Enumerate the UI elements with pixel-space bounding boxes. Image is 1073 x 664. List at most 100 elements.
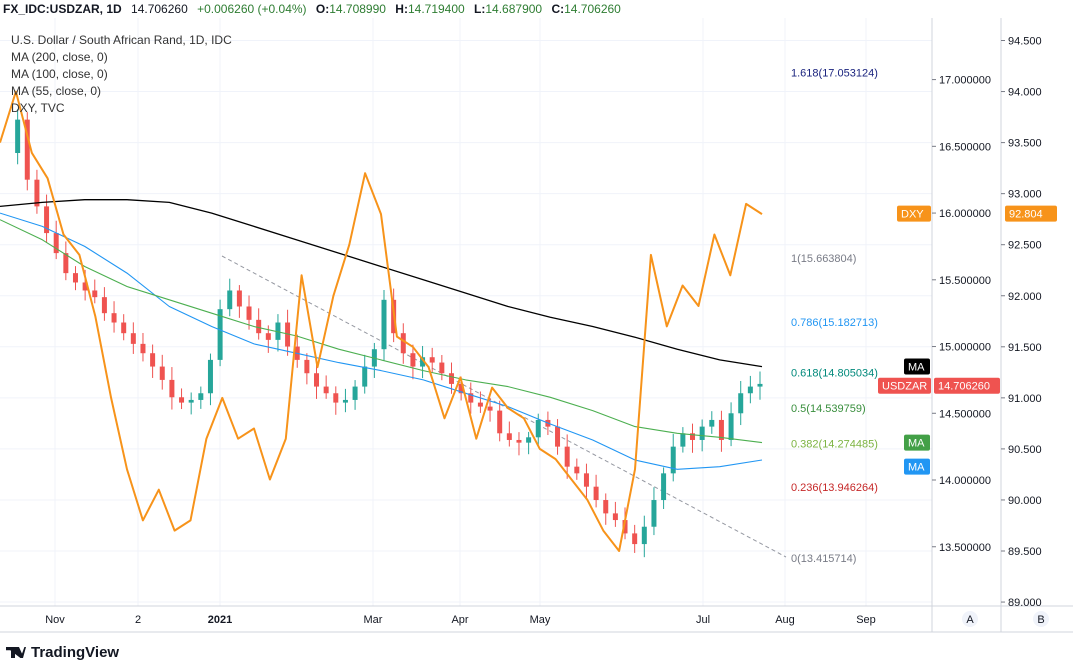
candle-body <box>111 313 117 323</box>
candle-body <box>15 119 21 154</box>
candle-body <box>661 473 667 501</box>
legend-ma100[interactable]: MA (100, close, 0) <box>11 67 108 81</box>
candle-body <box>535 419 541 438</box>
candle-body <box>275 322 281 340</box>
y-right-tick-label: 93.000 <box>1008 189 1042 201</box>
ma55-line <box>0 219 763 444</box>
x-tick-label: Mar <box>364 614 383 626</box>
high-label: H: <box>395 2 408 16</box>
candle-body <box>236 290 242 307</box>
candle-body <box>265 333 271 340</box>
candle-body <box>169 379 175 398</box>
candle-body <box>63 253 69 274</box>
candle-body <box>256 319 262 334</box>
price-axes: 17.000000 16.500000 16.000000 15.500000 15.0… <box>0 18 1073 640</box>
legend-dxy[interactable]: DXY, TVC <box>11 101 65 115</box>
fibonacci-labels: 1.618(17.053124) 1(15.663804) 0.786(15.182… <box>791 68 878 566</box>
candle-body <box>728 413 734 440</box>
candle-body <box>747 386 753 394</box>
y-right-tick-label: 92.000 <box>1008 291 1042 303</box>
fib-level-label: 0(13.415714) <box>791 553 856 565</box>
usdzar-value-tag: 14.706260 <box>938 381 990 393</box>
x-tick-label: Sep <box>856 614 876 626</box>
candle-body <box>400 333 406 354</box>
x-tick-label: 2021 <box>208 614 232 626</box>
candle-body <box>44 206 50 234</box>
fib-level-label: 0.786(15.182713) <box>791 317 878 329</box>
y-right-tick-label: 89.000 <box>1008 597 1042 609</box>
tradingview-icon <box>6 647 26 658</box>
y-left-tick-label: 15.000000 <box>939 342 991 354</box>
candle-body <box>477 402 483 407</box>
ma200-line <box>0 199 763 368</box>
candle-body <box>159 366 165 380</box>
y-right-tick-label: 89.500 <box>1008 546 1042 558</box>
candle-body <box>448 373 454 384</box>
candle-body <box>314 373 320 387</box>
low-value: 14.687900 <box>485 2 543 16</box>
legend-ma200[interactable]: MA (200, close, 0) <box>11 50 108 64</box>
y-left-tick-label: 15.500000 <box>939 275 991 287</box>
candle-body <box>24 119 30 180</box>
fib-level-label: 0.618(14.805034) <box>791 368 878 380</box>
candle-body <box>150 353 156 367</box>
candle-body <box>603 500 609 514</box>
y-left-tick-label: 14.500000 <box>939 408 991 420</box>
y-right-tick-label: 93.500 <box>1008 138 1042 150</box>
close-value: 14.706260 <box>564 2 621 16</box>
usdzar-tag: USDZAR <box>882 381 927 393</box>
candle-body <box>217 309 223 360</box>
candle-body <box>555 426 561 447</box>
chart-legend: U.S. Dollar / South African Rand, 1D, ID… <box>11 32 232 117</box>
candle-body <box>82 282 88 291</box>
fib-level-label: 0.382(14.274485) <box>791 438 878 450</box>
candle-body <box>439 362 445 374</box>
usdzar-candles <box>15 109 763 558</box>
candle-body <box>593 486 599 501</box>
candle-body <box>362 366 368 387</box>
symbol-header: FX_IDC:USDZAR, 1D 14.706260 +0.006260 (+… <box>0 0 1073 18</box>
candle-body <box>651 500 657 527</box>
candle-body <box>612 513 618 521</box>
candle-body <box>188 399 194 403</box>
y-right-tick-label: 94.000 <box>1008 87 1042 99</box>
ma100-tag: MA <box>908 462 925 474</box>
candle-body <box>342 399 348 403</box>
candle-body <box>622 520 628 534</box>
candle-body <box>468 393 474 403</box>
ma200-tag: MA <box>908 362 925 374</box>
brand-name: TradingView <box>31 644 120 661</box>
price-change: +0.006260 (+0.04%) <box>197 2 307 16</box>
ma100-tag-bg <box>904 458 930 475</box>
dxy-tag-bg <box>897 205 931 222</box>
candle-body <box>130 333 136 344</box>
candle-body <box>690 433 696 440</box>
y-left-tick-label: 17.000000 <box>939 75 991 87</box>
fib-level-label: 0.5(14.539759) <box>791 403 866 415</box>
candle-body <box>207 359 213 394</box>
candle-body <box>53 233 59 254</box>
trend-line <box>221 255 787 558</box>
candle-body <box>641 526 647 545</box>
candle-body <box>72 273 78 283</box>
x-tick-label: 2 <box>135 614 141 626</box>
close-label: C: <box>551 2 565 16</box>
scale-b-button-bg <box>1033 611 1049 627</box>
symbol-name[interactable]: FX_IDC:USDZAR, 1D <box>3 2 122 16</box>
legend-ma55[interactable]: MA (55, close, 0) <box>11 84 102 98</box>
legend-title: U.S. Dollar / South African Rand, 1D, ID… <box>11 33 232 47</box>
dashed-trend-line <box>221 255 787 558</box>
candle-body <box>516 439 522 443</box>
y-right-tick-label: 94.500 <box>1008 36 1042 48</box>
tradingview-logo[interactable]: TradingView <box>6 644 119 661</box>
candle-body <box>574 466 580 474</box>
x-tick-label: Jul <box>696 614 710 626</box>
price-chart[interactable]: 1.618(17.053124) 1(15.663804) 0.786(15.182… <box>0 18 1073 640</box>
fib-level-label: 1.618(17.053124) <box>791 68 878 80</box>
dxy-value-tag-bg <box>1005 205 1057 222</box>
candle-body <box>352 386 358 400</box>
ma200-tag-bg <box>904 358 930 375</box>
candle-body <box>526 437 532 443</box>
price-tags: DXY 92.804 USDZAR 14.706260 MA MA MA <box>878 205 1057 475</box>
usdzar-tag-bg <box>878 377 931 394</box>
